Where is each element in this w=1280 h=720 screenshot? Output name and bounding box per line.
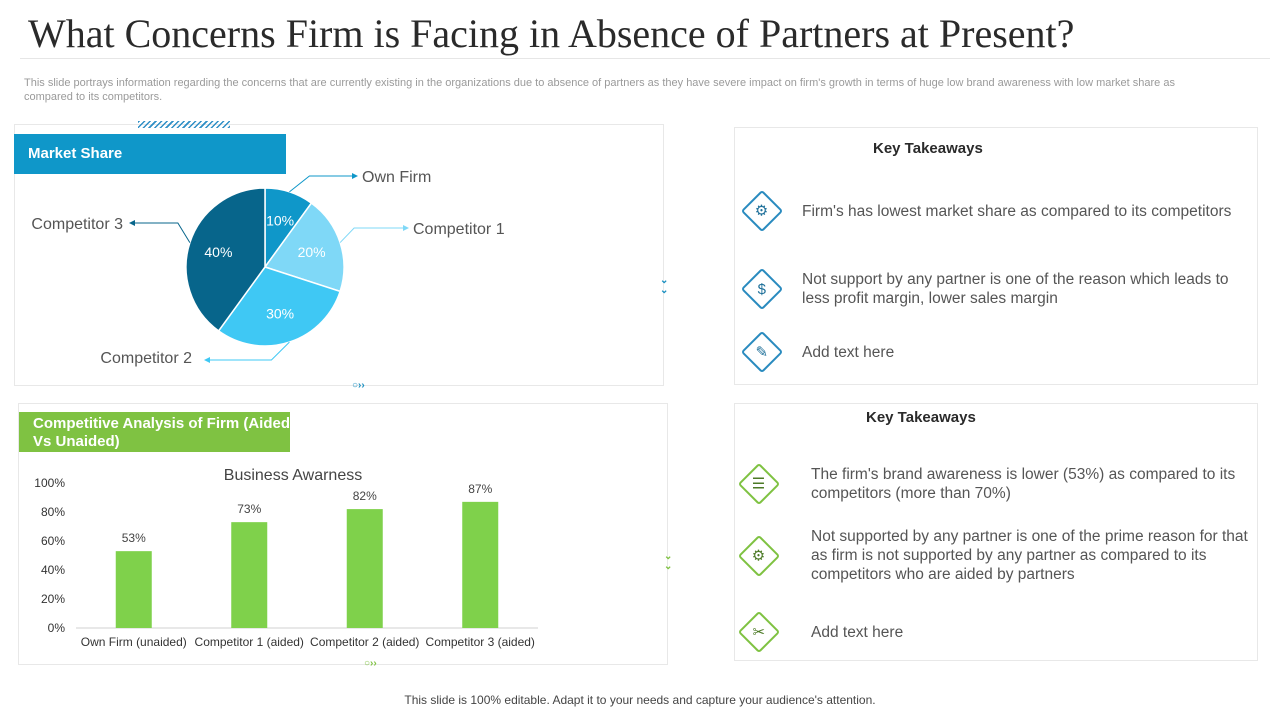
pie-slice-label: 20% <box>298 244 326 260</box>
y-tick-label: 80% <box>41 505 65 519</box>
y-tick-label: 20% <box>41 592 65 606</box>
bar-value-label: 82% <box>353 489 377 503</box>
market-share-pie-chart: 10%20% 30% 40% Own Firm Competitor 1 Competit… <box>31 169 505 367</box>
takeaway-item-text: The firm's brand awareness is lower (53%… <box>811 466 1236 502</box>
slide-footer: This slide is 100% editable. Adapt it to… <box>404 693 876 707</box>
bar-value-label: 87% <box>468 482 492 496</box>
decorative-hatch <box>138 121 230 128</box>
market-share-banner: Market Share <box>14 134 286 174</box>
key-takeaways-panel-bottom <box>734 403 1258 661</box>
pie-leader-line <box>204 341 290 363</box>
x-category-label: Competitor 1 (aided) <box>195 635 304 649</box>
pie-category-label: Competitor 2 <box>100 350 192 367</box>
competitive-analysis-banner: Competitive Analysis of Firm (Aided Vs U… <box>19 412 290 452</box>
y-tick-label: 40% <box>41 563 65 577</box>
competitive-analysis-panel <box>18 403 668 665</box>
pie-slice-2 <box>263 202 345 293</box>
chevron-down-icon: ⌄ ⌄ <box>660 275 669 296</box>
key-takeaways-title: Key Takeaways <box>866 409 976 426</box>
market-share-panel <box>14 124 664 386</box>
bar-value-label: 73% <box>237 502 261 516</box>
x-category-label: Competitor 3 (aided) <box>426 635 535 649</box>
takeaway-item-text: Add text here <box>802 344 895 361</box>
pie-category-label: Own Firm <box>362 169 431 186</box>
bar <box>231 522 268 628</box>
slide-subtitle: This slide portrays information regardin… <box>24 77 1175 103</box>
pie-category-label: Competitor 3 <box>31 216 123 233</box>
bar-value-label: 53% <box>122 531 146 545</box>
takeaway-item-text: Not support by any partner is one of the… <box>802 271 1229 307</box>
takeaway-item-text: Add text here <box>811 624 904 641</box>
pie-slice-4 <box>185 187 266 332</box>
x-category-label: Competitor 2 (aided) <box>310 635 419 649</box>
chevron-down-icon: ⌄ ⌄ <box>664 551 673 572</box>
business-awareness-bar-chart: Business Awarness 0% 20% 40% 60% 80% 100% 53% Ow… <box>34 467 538 649</box>
chevron-right-icon: ○›› <box>364 658 377 669</box>
y-tick-label: 100% <box>34 476 65 490</box>
key-takeaways-panel-top <box>734 127 1258 385</box>
pie-slice-label: 40% <box>204 244 232 260</box>
chart-title: Business Awarness <box>224 467 362 484</box>
bar <box>346 509 383 628</box>
bar <box>462 501 499 628</box>
pie-category-label: Competitor 1 <box>413 221 505 238</box>
title-divider <box>20 58 1270 59</box>
y-tick-label: 0% <box>48 621 66 635</box>
takeaway-item-text: Not supported by any partner is one of t… <box>811 528 1248 583</box>
x-category-label: Own Firm (unaided) <box>81 635 187 649</box>
pie-slice-label: 30% <box>266 306 294 322</box>
pie-leader-line <box>339 225 409 243</box>
key-takeaways-title: Key Takeaways <box>873 140 983 157</box>
pie-slice-label: 10% <box>266 212 294 228</box>
pie-slice-3 <box>217 266 342 347</box>
pie-leader-line <box>129 220 191 243</box>
chevron-right-icon: ○›› <box>352 380 365 391</box>
y-tick-label: 60% <box>41 534 65 548</box>
takeaway-item-text: Firm's has lowest market share as compar… <box>802 203 1232 220</box>
slide-title: What Concerns Firm is Facing in Absence … <box>28 11 1075 56</box>
pie-leader-line <box>289 173 358 193</box>
bar <box>115 551 152 628</box>
